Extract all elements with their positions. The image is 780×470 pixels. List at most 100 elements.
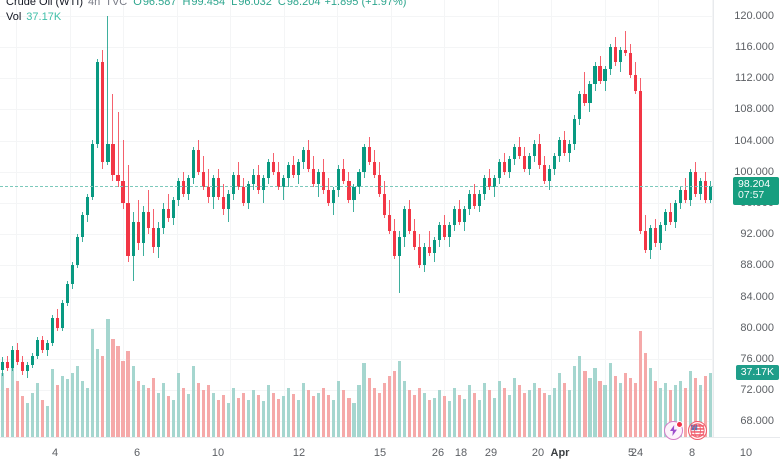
volume-bar <box>257 395 261 437</box>
volume-bar <box>312 396 316 437</box>
candle-body <box>412 230 416 247</box>
legend-symbol[interactable]: Crude Oil (WTI) <box>6 0 83 8</box>
candle-body <box>357 171 361 188</box>
candle-body <box>653 227 657 244</box>
candle-body <box>327 190 331 203</box>
candle-body <box>226 193 230 210</box>
gridline-horizontal <box>0 78 713 79</box>
candle-body <box>633 74 637 91</box>
candle-body <box>513 146 517 160</box>
gridline-horizontal <box>0 171 713 173</box>
volume-bar <box>81 380 85 437</box>
candle-body <box>106 143 110 163</box>
volume-bar <box>126 351 130 437</box>
candle-body <box>161 209 165 228</box>
current-price-value: 98.204 <box>738 177 771 190</box>
gridline-vertical <box>711 0 713 437</box>
candle-body <box>598 65 602 82</box>
volume-bar <box>86 387 90 437</box>
volume-bar <box>176 373 180 437</box>
price-axis[interactable]: 120.000 116.000 112.000 108.000 104.000 100.0… <box>713 0 780 437</box>
chart-corner-icons[interactable] <box>664 421 707 440</box>
volume-bar <box>121 360 125 437</box>
candle-body <box>548 168 552 182</box>
plot-area[interactable] <box>0 0 713 437</box>
volume-bar <box>136 380 140 437</box>
legend-low-label: L <box>231 0 238 8</box>
candle-body <box>628 53 632 75</box>
volume-bar <box>523 392 527 437</box>
volume-bar <box>342 390 346 437</box>
volume-bar <box>472 392 477 437</box>
gridline-horizontal <box>0 327 713 329</box>
volume-bar <box>91 328 95 437</box>
volume-bar <box>357 385 361 437</box>
candle-body <box>287 165 291 178</box>
us-flag-globe-icon[interactable] <box>688 421 707 440</box>
price-axis-label: 92.000 <box>740 228 774 241</box>
volume-bar <box>573 365 577 437</box>
volume-bar <box>382 382 386 437</box>
volume-bar <box>252 390 256 437</box>
lightning-bolt-icon[interactable] <box>664 421 683 440</box>
candle-body <box>498 162 502 178</box>
volume-bar <box>241 392 246 437</box>
volume-bar <box>181 387 185 437</box>
candle-body <box>553 156 557 169</box>
candle-body <box>638 90 642 231</box>
volume-bar <box>11 363 15 437</box>
candle-wick <box>122 140 124 210</box>
volume-bar <box>467 385 472 437</box>
volume-bar <box>96 348 100 437</box>
candle-body <box>51 318 55 344</box>
gridline-horizontal <box>0 296 713 298</box>
candle-body <box>698 181 702 194</box>
legend-interval[interactable]: 4h <box>88 0 101 8</box>
volume-bar <box>46 406 50 437</box>
volume-bar <box>608 363 612 437</box>
candle-body <box>708 185 713 200</box>
candle-body <box>267 162 271 178</box>
candle-body <box>658 224 662 244</box>
volume-bar <box>548 395 552 437</box>
gridline-vertical <box>390 0 392 437</box>
volume-bar <box>302 382 306 437</box>
candle-body <box>613 46 617 63</box>
candle-body <box>297 162 301 175</box>
volume-bar <box>528 390 532 437</box>
volume-bar <box>101 355 105 437</box>
candle-body <box>643 230 647 250</box>
volume-bar <box>437 390 441 437</box>
time-axis-label: 10 <box>211 447 225 459</box>
candle-body <box>678 190 682 203</box>
volume-bar <box>151 378 155 437</box>
candle-body <box>352 187 356 200</box>
candle-body <box>11 349 15 369</box>
candle-body <box>211 177 215 197</box>
volume-bar <box>387 375 391 437</box>
candle-body <box>262 177 266 191</box>
volume-bar <box>66 379 70 437</box>
volume-bar <box>317 392 321 437</box>
candle-wick <box>684 177 686 203</box>
candle-body <box>151 227 155 247</box>
volume-bar <box>402 380 406 437</box>
volume-bar <box>493 397 497 437</box>
candle-body <box>342 168 346 182</box>
volume-bar <box>648 368 652 437</box>
volume-bar <box>327 395 331 437</box>
time-axis[interactable]: 4 6 10 12 15 18 20 24 26 29 Apr 5 8 10 <box>0 437 780 470</box>
volume-bar <box>452 387 456 437</box>
volume-bar <box>31 392 35 437</box>
volume-bar <box>332 400 336 437</box>
candle-body <box>588 84 592 103</box>
volume-bar <box>643 353 647 437</box>
volume-bar <box>262 401 266 437</box>
candle-body <box>382 193 386 216</box>
candle-body <box>166 209 170 219</box>
current-price-time: 07:57 <box>738 189 765 202</box>
gridline-vertical <box>337 0 338 437</box>
time-axis-label: 6 <box>133 447 141 459</box>
candle-body <box>452 209 456 225</box>
